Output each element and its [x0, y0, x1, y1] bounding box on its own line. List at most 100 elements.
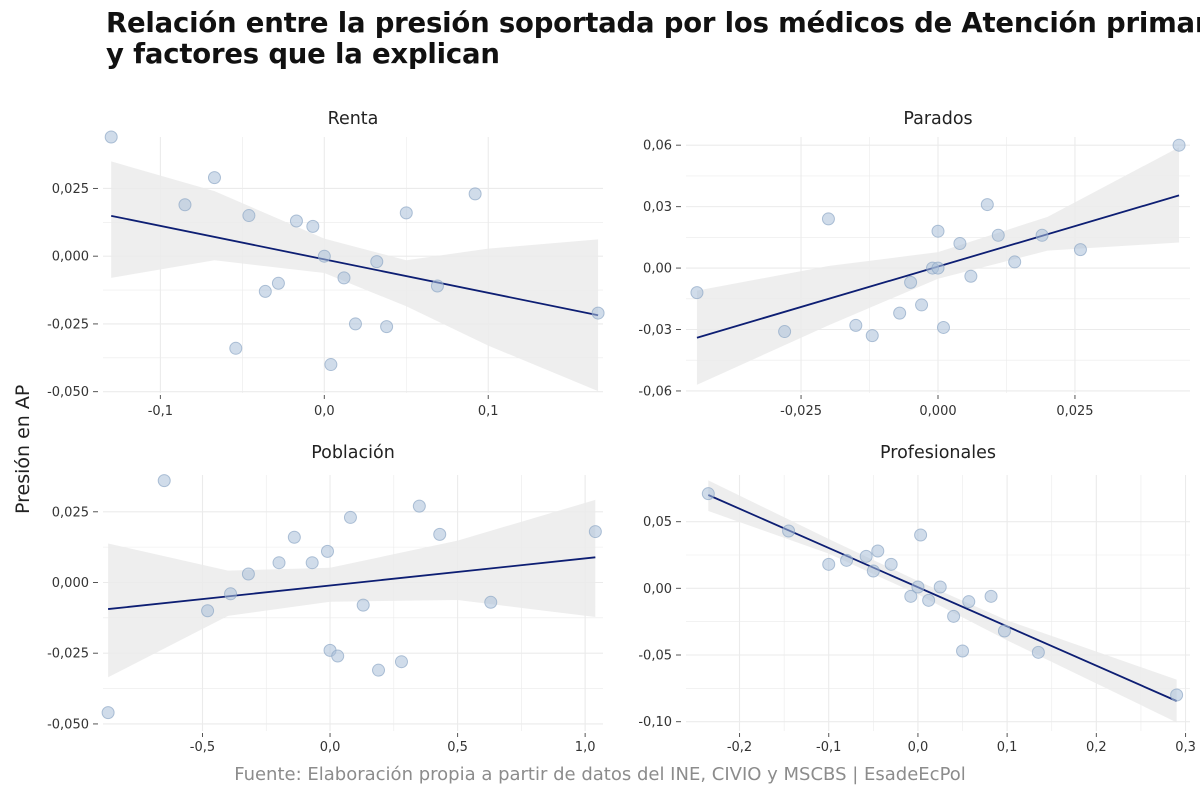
y-tick-label: 0,000	[52, 250, 89, 265]
y-tick-label: 0,00	[643, 262, 672, 277]
data-point	[904, 275, 918, 289]
data-point	[468, 187, 482, 201]
data-point	[933, 580, 947, 594]
data-point	[962, 595, 976, 609]
x-tick-label: 0,2	[1086, 740, 1107, 755]
y-tick-label: -0,050	[47, 717, 89, 732]
data-point	[207, 171, 221, 185]
data-point	[1008, 255, 1022, 269]
data-point	[412, 499, 426, 513]
data-point	[272, 556, 286, 570]
data-point	[953, 236, 967, 250]
data-point	[1073, 243, 1087, 257]
y-tick-label: -0,050	[47, 385, 89, 400]
y-tick-label: -0,05	[638, 649, 672, 664]
panel-title: Parados	[903, 109, 972, 129]
data-point	[484, 595, 498, 609]
data-point	[947, 609, 961, 623]
data-point	[964, 269, 978, 283]
data-point	[370, 255, 384, 269]
x-tick-label: 1,0	[575, 740, 596, 755]
chart-title-line-2: y factores que la explican	[106, 38, 500, 70]
chart-title-line-1: Relación entre la presión soportada por …	[106, 7, 1200, 39]
y-tick-label: 0,06	[643, 139, 672, 154]
panel-2: -0,025 0,000 0,025 -0,06 -0,03 0,00 0,03 0,06 Pa…	[638, 109, 1190, 419]
data-point	[229, 341, 243, 355]
data-point	[380, 320, 394, 334]
data-point	[915, 298, 929, 312]
y-tick-label: 0,00	[643, 582, 672, 597]
confidence-band	[108, 499, 596, 678]
data-point	[317, 249, 331, 263]
regression-line	[108, 556, 596, 610]
y-tick-label: -0,10	[638, 715, 672, 730]
data-point	[1035, 228, 1049, 242]
y-tick-label: -0,06	[638, 384, 672, 399]
data-point	[866, 564, 880, 578]
data-point	[922, 593, 936, 607]
data-point	[394, 655, 408, 669]
data-point	[343, 510, 357, 524]
data-point	[242, 209, 256, 223]
y-tick-label: 0,05	[643, 515, 672, 530]
data-point	[997, 624, 1011, 638]
data-point	[914, 528, 928, 542]
data-point	[931, 224, 945, 238]
chart-title: Relación entre la presión soportada por …	[106, 7, 1200, 70]
panel-title: Renta	[328, 109, 379, 129]
data-point	[287, 530, 301, 544]
data-point	[591, 306, 605, 320]
data-point	[956, 644, 970, 658]
data-point	[701, 487, 715, 501]
data-point	[588, 525, 602, 539]
data-point	[224, 587, 238, 601]
panel-1: -0,1 0,0 0,1 -0,050 -0,025 0,000 0,025 Renta	[47, 109, 605, 419]
x-tick-label: -0,2	[727, 740, 752, 755]
data-point	[337, 271, 351, 285]
x-tick-label: 0,0	[320, 740, 341, 755]
data-point	[931, 261, 945, 275]
data-point	[1172, 138, 1186, 152]
panel-3: -0,5 0,0 0,5 1,0 -0,050 -0,025 0,000 0,025 Pobla…	[47, 443, 603, 755]
x-tick-label: 0,0	[314, 404, 335, 419]
panel-title: Profesionales	[880, 443, 996, 463]
data-point	[305, 556, 319, 570]
data-point	[101, 706, 115, 720]
data-point	[865, 329, 879, 343]
data-point	[356, 598, 370, 612]
data-point	[821, 212, 835, 226]
data-point	[348, 317, 362, 331]
data-point	[904, 589, 918, 603]
data-point	[241, 567, 255, 581]
data-point	[778, 325, 792, 339]
x-tick-label: 0,0	[908, 740, 929, 755]
data-point	[104, 130, 118, 144]
data-point	[433, 527, 447, 541]
data-point	[399, 206, 413, 220]
x-tick-label: -0,025	[780, 404, 822, 419]
data-point	[984, 589, 998, 603]
data-point	[936, 320, 950, 334]
x-tick-label: 0,000	[919, 404, 956, 419]
data-point	[893, 306, 907, 320]
data-point	[320, 544, 334, 558]
data-point	[178, 198, 192, 212]
data-point	[1031, 645, 1045, 659]
x-tick-label: -0,1	[816, 740, 841, 755]
y-tick-label: -0,03	[638, 323, 672, 338]
y-tick-label: 0,03	[643, 200, 672, 215]
panel-title: Población	[311, 443, 395, 463]
data-point	[306, 219, 320, 233]
data-point	[859, 549, 873, 563]
x-tick-label: 0,1	[997, 740, 1018, 755]
x-tick-label: -0,1	[148, 404, 173, 419]
data-point	[871, 544, 885, 558]
x-tick-label: -0,5	[190, 740, 215, 755]
x-tick-label: 0,3	[1175, 740, 1196, 755]
confidence-band	[111, 161, 599, 392]
data-point	[980, 198, 994, 212]
data-point	[201, 604, 215, 618]
panel-4: -0,2 -0,1 0,0 0,1 0,2 0,3 -0,10 -0,05 0,00 0,05 Pr…	[638, 443, 1196, 755]
x-tick-label: 0,025	[1056, 404, 1093, 419]
